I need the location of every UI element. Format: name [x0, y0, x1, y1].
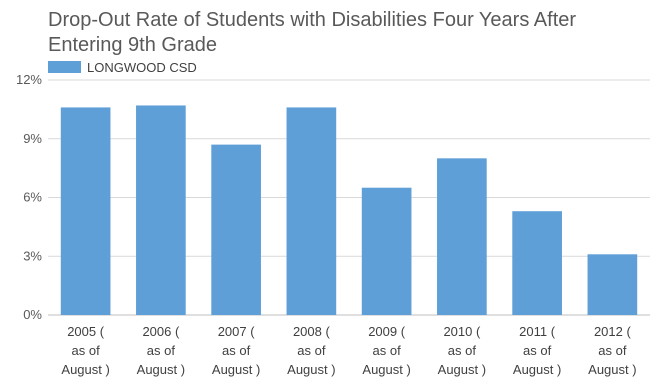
x-tick-label-line: 2008 (: [293, 324, 331, 339]
legend-swatch: [48, 61, 81, 73]
x-tick-label-line: August ): [513, 362, 561, 377]
x-tick-label-line: 2006 (: [142, 324, 180, 339]
legend-label: LONGWOOD CSD: [87, 59, 197, 75]
x-tick-label-line: as of: [448, 343, 477, 358]
x-tick-label-4: 2009 ( as of August ): [362, 324, 410, 377]
x-tick-label-1: 2006 ( as of August ): [137, 324, 185, 377]
bar-2: [211, 144, 261, 315]
x-tick-label-line: August ): [438, 362, 486, 377]
bar-7: [587, 254, 638, 315]
y-tick-label-6: 6%: [23, 190, 42, 205]
x-tick-label-line: as of: [72, 343, 101, 358]
x-tick-label-7: 2012 ( as of August ): [588, 324, 636, 377]
x-tick-label-3: 2008 ( as of August ): [287, 324, 335, 377]
x-tick-label-line: 2005 (: [67, 324, 105, 339]
x-tick-label-line: August ): [212, 362, 260, 377]
x-tick-label-line: August ): [588, 362, 636, 377]
x-tick-label-line: as of: [523, 343, 552, 358]
x-tick-label-line: as of: [598, 343, 627, 358]
x-tick-label-line: 2009 (: [368, 324, 406, 339]
x-tick-label-line: as of: [373, 343, 402, 358]
bar-4: [361, 187, 412, 315]
legend: LONGWOOD CSD: [48, 58, 197, 76]
x-tick-label-line: as of: [222, 343, 251, 358]
x-tick-label-line: August ): [287, 362, 335, 377]
bar-1: [136, 105, 186, 315]
x-tick-label-line: August ): [362, 362, 410, 377]
x-tick-label-line: 2010 (: [443, 324, 481, 339]
bar-3: [286, 107, 337, 316]
x-tick-label-line: 2011 (: [519, 324, 556, 339]
x-tick-label-5: 2010 ( as of August ): [438, 324, 486, 377]
bar-6: [512, 211, 562, 315]
x-tick-label-6: 2011 ( as of August ): [513, 324, 561, 377]
x-tick-label-line: August ): [137, 362, 185, 377]
bar-0: [60, 107, 111, 316]
x-tick-label-line: August ): [61, 362, 109, 377]
y-tick-label-0: 0%: [23, 307, 42, 322]
chart-title: Drop-Out Rate of Students with Disabilit…: [48, 9, 577, 56]
y-tick-label-12: 12%: [16, 72, 42, 87]
y-tick-label-3: 3%: [23, 248, 42, 263]
x-tick-label-line: as of: [147, 343, 176, 358]
x-tick-label-2: 2007 ( as of August ): [212, 324, 260, 377]
y-tick-label-9: 9%: [23, 131, 42, 146]
x-tick-label-line: 2007 (: [218, 324, 256, 339]
x-tick-label-0: 2005 ( as of August ): [61, 324, 109, 377]
x-tick-label-line: as of: [297, 343, 326, 358]
x-tick-label-line: 2012 (: [594, 324, 632, 339]
bar-5: [437, 158, 487, 315]
